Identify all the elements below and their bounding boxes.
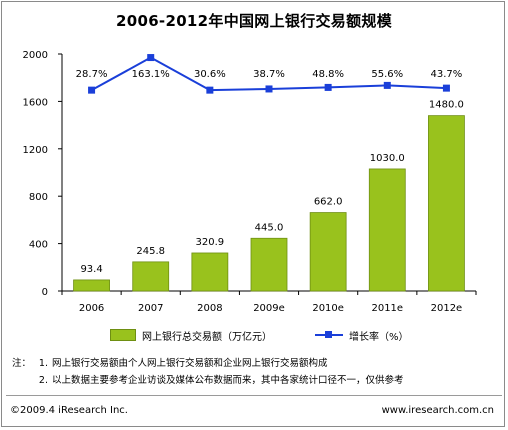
legend-bar-label: 网上银行总交易额（万亿元）: [142, 331, 272, 343]
note-text: 以上数据主要参考企业访谈及媒体公布数据而来，其中各家统计口径不一，仅供参考: [52, 375, 404, 386]
bar-value-label: 1030.0: [370, 153, 405, 164]
bar-value-label: 320.9: [196, 237, 225, 248]
website-link[interactable]: www.iresearch.com.cn: [381, 405, 494, 416]
x-tick-label: 2009e: [253, 303, 285, 314]
footer-divider: [6, 395, 502, 396]
bar-value-label: 445.0: [255, 222, 284, 233]
bar: [191, 252, 229, 292]
legend-item-line: 增长率（%）: [315, 326, 409, 344]
bar-value-label: 1480.0: [429, 100, 464, 111]
growth-rate-label: 55.6%: [371, 69, 403, 80]
growth-rate-label: 48.8%: [312, 69, 344, 80]
bar: [368, 168, 406, 292]
y-tick-label: 800: [29, 192, 48, 203]
note-number: 2.: [38, 375, 48, 386]
note-row: 2. 以上数据主要参考企业访谈及媒体公布数据而来，其中各家统计口径不一，仅供参考: [12, 372, 404, 389]
growth-rate-label: 28.7%: [76, 69, 108, 80]
bar: [250, 237, 288, 292]
bar: [428, 115, 465, 292]
x-tick-label: 2008: [197, 303, 222, 314]
chart-title: 2006-2012年中国网上银行交易额规模: [115, 12, 393, 30]
bar-value-label: 93.4: [80, 264, 102, 275]
bar: [73, 279, 110, 292]
copyright-text: ©2009.4 iResearch Inc.: [10, 405, 128, 416]
growth-point: [324, 83, 332, 91]
y-tick-label: 1600: [23, 97, 48, 108]
x-tick-label: 2006: [79, 303, 104, 314]
y-tick-label: 1200: [23, 145, 48, 156]
x-tick-label: 2012e: [431, 303, 463, 314]
growth-point: [383, 81, 391, 89]
note-number: 1.: [38, 358, 48, 369]
growth-point: [88, 86, 96, 94]
x-tick-label: 2011e: [371, 303, 403, 314]
legend: 网上银行总交易额（万亿元） 增长率（%）: [0, 326, 508, 344]
legend-bar-swatch: [110, 329, 136, 341]
legend-line-label: 增长率（%）: [349, 331, 409, 343]
legend-item-bar: 网上银行总交易额（万亿元）: [110, 326, 272, 344]
y-tick-label: 2000: [23, 50, 48, 61]
note-text: 网上银行交易额由个人网上银行交易额和企业网上银行交易额构成: [52, 358, 328, 369]
growth-rate-label: 163.1%: [132, 69, 170, 80]
growth-rate-label: 38.7%: [253, 69, 285, 80]
bar: [309, 212, 347, 292]
bar-value-label: 245.8: [136, 246, 165, 257]
notes: 注： 1. 网上银行交易额由个人网上银行交易额和企业网上银行交易额构成 2. 以上数据…: [12, 355, 404, 389]
growth-point: [265, 85, 273, 93]
legend-line-swatch: [315, 330, 343, 340]
y-tick-label: 400: [29, 240, 48, 251]
y-tick-label: 0: [42, 287, 48, 298]
growth-point: [206, 86, 214, 94]
growth-point: [442, 84, 450, 92]
note-row: 注： 1. 网上银行交易额由个人网上银行交易额和企业网上银行交易额构成: [12, 355, 404, 372]
growth-rate-label: 43.7%: [431, 69, 463, 80]
growth-rate-label: 30.6%: [194, 69, 226, 80]
note-prefix: 注：: [12, 358, 32, 369]
x-tick-label: 2010e: [312, 303, 344, 314]
x-tick-label: 2007: [138, 303, 163, 314]
bar: [132, 261, 170, 292]
growth-point: [147, 54, 155, 62]
bar-value-label: 662.0: [314, 197, 343, 208]
